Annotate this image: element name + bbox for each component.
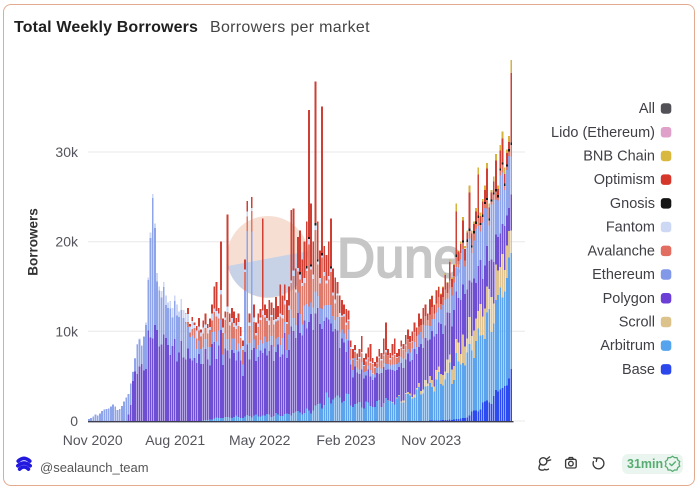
svg-text:Nov 2020: Nov 2020	[63, 432, 123, 448]
svg-text:Borrowers: Borrowers	[26, 208, 41, 276]
svg-text:Fantom: Fantom	[606, 220, 655, 236]
svg-text:Ethereum: Ethereum	[592, 267, 655, 283]
svg-text:Feb 2023: Feb 2023	[316, 432, 375, 448]
svg-text:10k: 10k	[55, 323, 79, 339]
svg-text:Aug 2021: Aug 2021	[145, 432, 205, 448]
svg-text:0: 0	[70, 413, 78, 429]
svg-text:All: All	[639, 101, 655, 117]
svg-text:30k: 30k	[55, 144, 79, 160]
svg-text:20k: 20k	[55, 234, 79, 250]
svg-text:BNB Chain: BNB Chain	[583, 149, 655, 165]
svg-text:Base: Base	[622, 362, 655, 378]
svg-text:May 2022: May 2022	[229, 432, 291, 448]
svg-text:Optimism: Optimism	[594, 172, 655, 188]
svg-text:Avalanche: Avalanche	[588, 243, 655, 259]
svg-text:Arbitrum: Arbitrum	[600, 338, 655, 354]
svg-text:Scroll: Scroll	[619, 315, 655, 331]
svg-text:Gnosis: Gnosis	[610, 196, 655, 212]
svg-text:Lido (Ethereum): Lido (Ethereum)	[551, 125, 655, 141]
svg-text:Dune: Dune	[337, 227, 463, 290]
svg-text:Polygon: Polygon	[603, 291, 655, 307]
svg-text:Nov 2023: Nov 2023	[401, 432, 461, 448]
